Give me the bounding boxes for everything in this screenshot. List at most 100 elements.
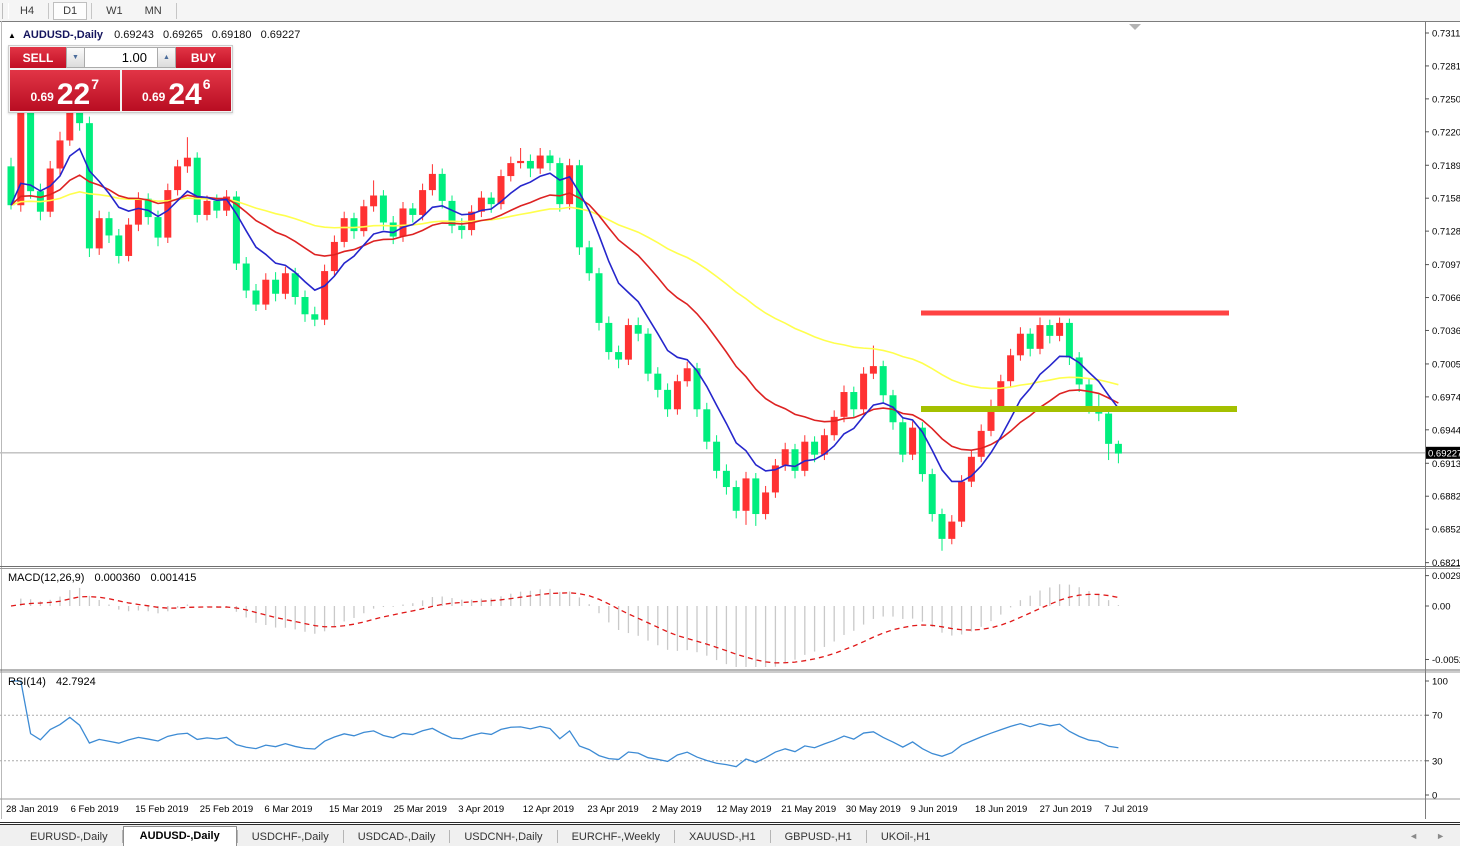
volume-increase-button[interactable]: ▲ — [157, 47, 176, 68]
sell-price-small: 0.69 — [30, 90, 54, 104]
date-axis-tick: 7 Jul 2019 — [1104, 804, 1148, 815]
tab-separator — [769, 830, 771, 843]
tab-separator — [342, 830, 344, 843]
macd-axis-tick: -0.00525 — [1432, 655, 1460, 666]
macd-signal-line — [10, 592, 1119, 664]
tab-audusd-daily[interactable]: AUDUSD-,Daily — [122, 826, 237, 846]
tab-gbpusd-h1[interactable]: GBPUSD-,H1 — [784, 831, 852, 843]
date-axis-tick: 2 May 2019 — [652, 804, 702, 815]
toolbar-separator — [91, 2, 93, 19]
ohlc-low: 0.69180 — [211, 29, 252, 41]
tab-separator — [236, 830, 238, 843]
buy-price-sup: 6 — [202, 76, 211, 92]
ohlc-close: 0.69227 — [260, 29, 301, 41]
tab-scroll-arrows: ◄ ► — [1400, 825, 1460, 846]
timeframe-button-w1[interactable]: W1 — [106, 4, 123, 17]
toolbar-separator — [48, 2, 50, 19]
timeframe-button-mn[interactable]: MN — [144, 4, 162, 17]
rsi-axis-tick: 30 — [1432, 756, 1443, 767]
date-axis-tick: 21 May 2019 — [781, 804, 836, 815]
chart-title: ▲ AUDUSD-,Daily 0.69243 0.69265 0.69180 … — [8, 29, 306, 41]
rsi-axis-tick: 70 — [1432, 711, 1443, 722]
date-axis-tick: 12 Apr 2019 — [523, 804, 574, 815]
timeframe-button-d1[interactable]: D1 — [53, 1, 88, 20]
tab-usdchf-daily[interactable]: USDCHF-,Daily — [251, 831, 329, 843]
ohlc-open: 0.69243 — [114, 29, 154, 41]
date-axis-tick: 12 May 2019 — [717, 804, 772, 815]
macd-axis-tick: 0.00 — [1432, 602, 1451, 613]
date-axis-tick: 27 Jun 2019 — [1040, 804, 1092, 815]
sell-price-box[interactable]: 0.69 22 7 — [10, 70, 120, 111]
buy-button[interactable]: BUY — [176, 47, 231, 68]
chart-tabs-bar: EURUSD-,Daily AUDUSD-,Daily USDCHF-,Daily U… — [0, 824, 1460, 846]
rsi-label: RSI(14) 42.7924 — [8, 676, 96, 688]
buy-price-box[interactable]: 0.69 24 6 — [121, 70, 231, 111]
tab-scroll-right-icon[interactable]: ► — [1436, 831, 1445, 841]
price-axis-tick: 0.72505 — [1432, 94, 1460, 105]
date-axis-tick: 25 Mar 2019 — [394, 804, 447, 815]
tab-separator — [673, 830, 675, 843]
date-axis-tick: 6 Mar 2019 — [264, 804, 312, 815]
sell-price-big: 22 — [56, 78, 91, 111]
rsi-axis-tick: 0 — [1432, 791, 1437, 802]
rsi-value: 42.7924 — [55, 676, 96, 688]
tab-usdcnh-daily[interactable]: USDCNH-,Daily — [464, 831, 543, 843]
scroll-to-end-icon — [1129, 24, 1141, 30]
tab-separator — [556, 830, 558, 843]
date-axis-tick: 6 Feb 2019 — [71, 804, 119, 815]
macd-name: MACD(12,26,9) — [8, 572, 85, 584]
date-axis-tick: 30 May 2019 — [846, 804, 901, 815]
price-axis-tick: 0.70665 — [1432, 293, 1460, 304]
timeframe-button-h4[interactable]: H4 — [20, 4, 35, 17]
date-axis-tick: 3 Apr 2019 — [458, 804, 504, 815]
sell-price-sup: 7 — [91, 76, 100, 92]
moving-average-line — [10, 147, 1120, 483]
tab-usdcad-daily[interactable]: USDCAD-,Daily — [357, 831, 436, 843]
rsi-axis-tick: 100 — [1432, 677, 1448, 688]
price-axis-tick: 0.73115 — [1432, 28, 1460, 39]
tab-eurchf-weekly[interactable]: EURCHF-,Weekly — [571, 831, 660, 843]
moving-average-line — [10, 174, 1119, 451]
one-click-trading-panel: SELL ▼ ▲ BUY 0.69 22 7 0.69 24 6 — [8, 45, 233, 113]
macd-value-signal: 0.001415 — [150, 572, 197, 584]
tab-ukoil-h1[interactable]: UKOil-,H1 — [880, 831, 931, 843]
toolbar-grip[interactable] — [2, 2, 9, 19]
tab-separator — [865, 830, 867, 843]
symbol-label: AUDUSD-,Daily — [22, 29, 104, 41]
date-axis-tick: 28 Jan 2019 — [6, 804, 58, 815]
volume-decrease-button[interactable]: ▼ — [66, 47, 85, 68]
date-axis-tick: 23 Apr 2019 — [587, 804, 638, 815]
tab-eurusd-daily[interactable]: EURUSD-,Daily — [30, 831, 108, 843]
rsi-line — [11, 680, 1119, 768]
volume-input[interactable] — [85, 47, 157, 68]
price-axis-tick: 0.69745 — [1432, 392, 1460, 403]
ohlc-high: 0.69265 — [162, 29, 203, 41]
buy-price-big: 24 — [168, 78, 202, 111]
tab-separator — [121, 830, 123, 843]
timeframe-toolbar: H4 D1 W1 MN — [0, 0, 1460, 22]
macd-histogram-layer — [20, 584, 1120, 667]
collapse-triangle-icon[interactable]: ▲ — [8, 31, 16, 40]
moving-average-line — [10, 191, 1119, 390]
macd-label: MACD(12,26,9) 0.000360 0.001415 — [8, 572, 196, 584]
price-axis-tick: 0.68825 — [1432, 492, 1460, 503]
date-axis-tick: 18 Jun 2019 — [975, 804, 1027, 815]
sell-button[interactable]: SELL — [10, 47, 66, 68]
date-axis-tick: 9 Jun 2019 — [910, 804, 957, 815]
tab-scroll-left-icon[interactable]: ◄ — [1409, 831, 1419, 841]
tab-xauusd-h1[interactable]: XAUUSD-,H1 — [688, 831, 756, 843]
date-axis-tick: 25 Feb 2019 — [200, 804, 253, 815]
tab-separator — [449, 830, 451, 843]
price-axis-tick: 0.71585 — [1432, 194, 1460, 205]
